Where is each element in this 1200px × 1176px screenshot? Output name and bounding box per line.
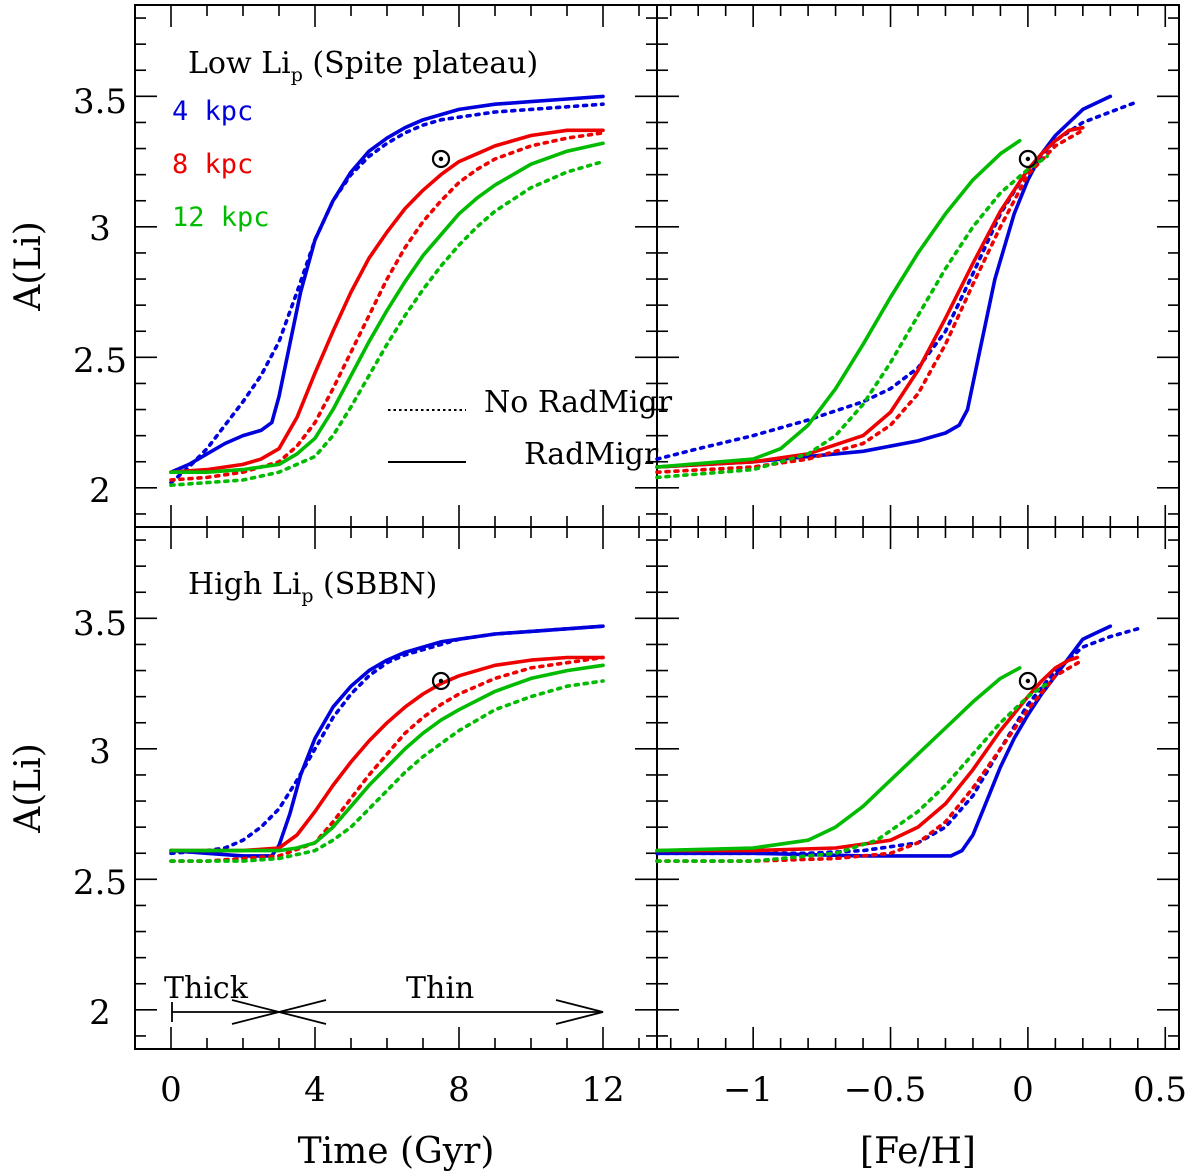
series-8-kpc-no-radmigr — [169, 131, 605, 482]
legend-label-no-radmigr: No RadMigr — [484, 385, 673, 420]
legend-label-8kpc: 8 kpc — [172, 149, 253, 180]
ytick-label-bottom-3.5: 3.5 — [73, 604, 127, 644]
xtick-label-time-12: 12 — [581, 1070, 624, 1110]
tick-marks — [134, 5, 1179, 1049]
xtick-label-time-0: 0 — [160, 1070, 182, 1110]
series-8-kpc-radmigr — [655, 125, 1085, 469]
panel-title-bottom-rest: (SBBN) — [314, 567, 438, 602]
xtick-label-feh-neg0.5: −0.5 — [844, 1070, 927, 1110]
series-12-kpc-radmigr — [655, 666, 1022, 853]
series-4-kpc-radmigr — [655, 94, 1113, 469]
sun-symbol — [431, 149, 451, 169]
xlabel-feh: [Fe/H] — [860, 1131, 976, 1172]
thin-arrow-left-head — [278, 999, 327, 1025]
sun-symbol-dot — [438, 156, 444, 162]
data-curves — [169, 94, 1140, 863]
panel-title-bottom: High Lip (SBBN) — [188, 567, 437, 607]
series-4-kpc-no-radmigr — [655, 99, 1140, 461]
series-12-kpc-radmigr — [169, 663, 605, 853]
ytick-label-bottom-2.5: 2.5 — [73, 863, 127, 903]
xtick-label-time-8: 8 — [448, 1070, 470, 1110]
series-8-kpc-no-radmigr — [169, 655, 605, 863]
series-12-kpc-radmigr — [655, 138, 1022, 469]
panel-title-top-rest: (Spite plateau) — [303, 46, 538, 81]
panel-title-bottom-main: High Li — [188, 567, 301, 602]
panel-title-top: Low Lip (Spite plateau) — [188, 46, 538, 86]
xtick-label-feh-0: 0 — [1012, 1070, 1034, 1110]
series-12-kpc-no-radmigr — [655, 154, 1049, 480]
sun-symbol-dot — [1025, 156, 1031, 162]
legend-label-4kpc: 4 kpc — [172, 96, 253, 127]
xtick-label-feh-neg1: −1 — [723, 1070, 773, 1110]
series-4-kpc-no-radmigr — [169, 624, 605, 856]
sun-symbol — [1018, 149, 1037, 169]
sun-markers — [431, 149, 1037, 691]
ytick-label-top-2.5: 2.5 — [73, 341, 127, 381]
xlabel-time: Time (Gyr) — [298, 1131, 495, 1172]
annotation-thin: Thin — [406, 971, 474, 1006]
thick-thin-arrows — [171, 999, 604, 1025]
series-4-kpc-radmigr — [655, 624, 1113, 858]
series-12-kpc-radmigr — [169, 141, 605, 475]
thin-arrow-right-head — [555, 999, 604, 1025]
series-12-kpc-no-radmigr — [655, 681, 1049, 863]
panel-title-top-main: Low Li — [188, 46, 291, 81]
series-8-kpc-no-radmigr — [655, 128, 1085, 475]
sun-symbol — [1018, 671, 1037, 691]
legend-label-12kpc: 12 kpc — [172, 202, 270, 233]
series-4-kpc-radmigr — [169, 624, 605, 858]
panel-top-right-frame — [656, 4, 1180, 528]
series-12-kpc-no-radmigr — [169, 159, 605, 488]
ylabel-bottom: A(Li) — [8, 743, 49, 834]
panel-title-bottom-sub: p — [301, 585, 313, 607]
xtick-label-feh-0.5: 0.5 — [1133, 1070, 1187, 1110]
legend-label-radmigr: RadMigr — [524, 437, 659, 472]
series-8-kpc-radmigr — [169, 655, 605, 853]
series-8-kpc-radmigr — [655, 655, 1080, 853]
series-4-kpc-no-radmigr — [169, 102, 605, 485]
series-4-kpc-radmigr — [169, 94, 605, 475]
series-12-kpc-no-radmigr — [169, 679, 605, 863]
series-8-kpc-no-radmigr — [655, 658, 1085, 863]
ytick-label-top-2: 2 — [89, 471, 111, 511]
ytick-label-top-3.5: 3.5 — [73, 82, 127, 122]
series-4-kpc-no-radmigr — [655, 626, 1140, 856]
ylabel-top: A(Li) — [8, 221, 49, 312]
ytick-label-bottom-3: 3 — [89, 732, 111, 772]
series-8-kpc-radmigr — [169, 128, 605, 475]
panel-title-top-sub: p — [291, 64, 303, 86]
ytick-label-bottom-2: 2 — [89, 993, 111, 1033]
panel-bottom-right-frame — [656, 526, 1180, 1050]
ytick-label-top-3: 3 — [89, 209, 111, 249]
sun-symbol-dot — [1025, 678, 1031, 684]
sun-symbol — [431, 671, 451, 691]
xtick-label-time-4: 4 — [304, 1070, 326, 1110]
sun-symbol-dot — [438, 678, 444, 684]
